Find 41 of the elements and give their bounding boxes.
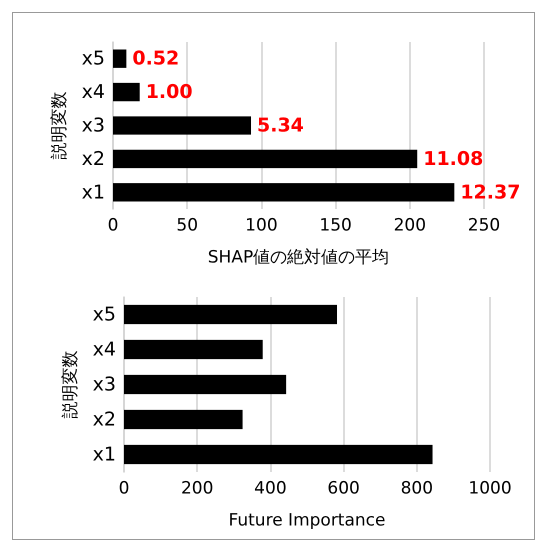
bar	[124, 444, 433, 464]
x-tick-label: 250	[468, 216, 500, 236]
x-tick-label: 0	[108, 216, 118, 236]
x-tick-label: 100	[245, 216, 278, 236]
y-tick-label: x1	[92, 444, 116, 466]
x-axis-title: Future Importance	[228, 510, 386, 530]
y-tick-label: x2	[82, 148, 105, 170]
x-tick-label: 600	[327, 478, 360, 498]
x-tick-label: 1000	[468, 478, 512, 498]
x-tick-label: 200	[180, 478, 214, 498]
x-tick-label: 200	[394, 216, 426, 236]
bar	[113, 50, 126, 68]
annotation: 5.34	[257, 114, 304, 136]
x-tick-label: 400	[254, 478, 287, 498]
y-axis-title: 説明変数	[60, 350, 80, 418]
x-tick-label: 50	[176, 216, 198, 236]
y-tick-label: x3	[82, 114, 105, 136]
annotation: 12.37	[460, 181, 520, 204]
y-axis-title: 説明変数	[50, 92, 70, 160]
y-tick-label: x4	[82, 81, 105, 104]
y-tick-label: x2	[92, 408, 116, 430]
x-tick-label: 150	[319, 216, 352, 236]
bar	[124, 304, 338, 324]
y-tick-label: x5	[82, 48, 105, 70]
y-tick-label: x4	[92, 338, 116, 360]
bar	[124, 410, 243, 430]
y-tick-label: x1	[82, 181, 105, 204]
bar	[113, 183, 454, 202]
bar	[113, 82, 140, 102]
x-axis-title: SHAP値の絶対値の平均	[208, 248, 390, 268]
bar	[113, 150, 418, 168]
x-tick-label: 0	[118, 478, 130, 498]
bar	[113, 116, 252, 135]
annotation: 1.00	[146, 81, 193, 104]
annotation: 11.08	[423, 148, 484, 170]
y-tick-label: x5	[92, 304, 116, 326]
y-tick-label: x3	[92, 374, 116, 396]
bar	[124, 340, 263, 360]
annotation: 0.52	[132, 48, 180, 70]
bar	[124, 374, 286, 394]
x-tick-label: 800	[400, 478, 434, 498]
